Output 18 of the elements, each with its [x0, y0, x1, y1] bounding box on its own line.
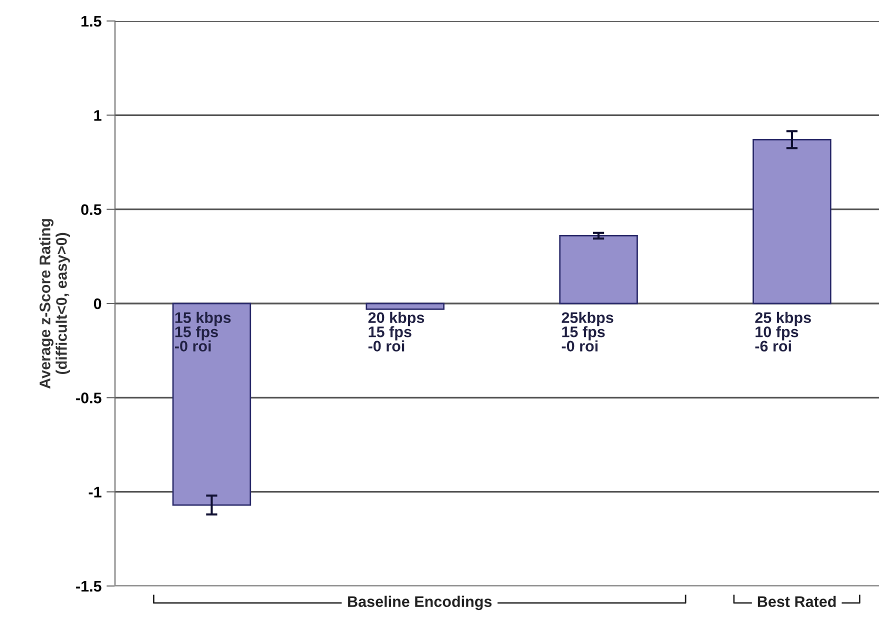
y-tick-label: 0 — [94, 298, 102, 310]
bar — [172, 302, 252, 506]
text: Best Rated — [758, 596, 836, 608]
x-tick-label: 15 kbps 15 fps -0 roi — [175, 312, 231, 352]
y-tick-label: 0.5 — [81, 204, 102, 216]
y-axis-title: Average z-Score Rating (difficult<0, easy>0) — [39, 219, 70, 389]
y-tick-label: -0.5 — [76, 392, 102, 404]
y-tick-label: -1 — [88, 486, 102, 498]
bar — [559, 235, 638, 304]
y-tick-label: 1.5 — [82, 16, 102, 27]
y-tick-label: -1.5 — [76, 581, 102, 592]
x-tick-label: 20 kbps 15 fps -0 roi — [368, 312, 424, 352]
bar — [752, 138, 832, 304]
x-tick-label: 25 kbps 10 fps -6 roi — [755, 312, 811, 352]
bar — [366, 302, 445, 310]
text: Baseline Encodings — [348, 596, 492, 610]
x-tick-label: 25kbps 15 fps -0 roi — [562, 312, 614, 352]
y-tick-label: 1 — [94, 110, 102, 121]
